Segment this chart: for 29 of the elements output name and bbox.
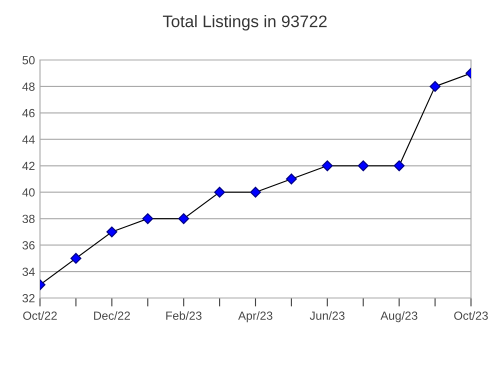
point <box>142 213 154 224</box>
x-tick-label: Jun/23 <box>310 311 345 320</box>
y-tick-label: 44 <box>22 135 35 144</box>
point <box>322 160 333 172</box>
y-tick-label: 34 <box>22 268 35 276</box>
y-tick-label: 42 <box>22 162 35 170</box>
y-tick-label: 50 <box>22 56 35 64</box>
point <box>70 252 82 264</box>
x-tick-label: Oct/22 <box>23 311 57 320</box>
chart-title: Total Listings in 93722 <box>162 15 327 31</box>
y-tick-label: 38 <box>22 214 35 224</box>
x-tick-label: Aug/23 <box>380 311 418 322</box>
point <box>178 213 190 224</box>
x-tick-label: Oct/23 <box>454 311 488 320</box>
x-tick-label: Apr/23 <box>238 311 272 322</box>
point <box>394 160 405 172</box>
y-tick-label: 32 <box>22 294 35 302</box>
x-tick-label: Feb/23 <box>166 311 202 320</box>
point <box>214 186 226 198</box>
y-tick-label: 46 <box>22 108 35 118</box>
point <box>430 80 441 92</box>
y-tick-label: 48 <box>22 82 35 91</box>
y-tick-label: 36 <box>22 241 35 250</box>
x-tick-label: Dec/22 <box>94 311 130 320</box>
point <box>250 186 261 198</box>
point <box>286 174 297 184</box>
y-tick-label: 40 <box>22 188 35 197</box>
point <box>106 226 118 238</box>
point <box>358 160 369 172</box>
